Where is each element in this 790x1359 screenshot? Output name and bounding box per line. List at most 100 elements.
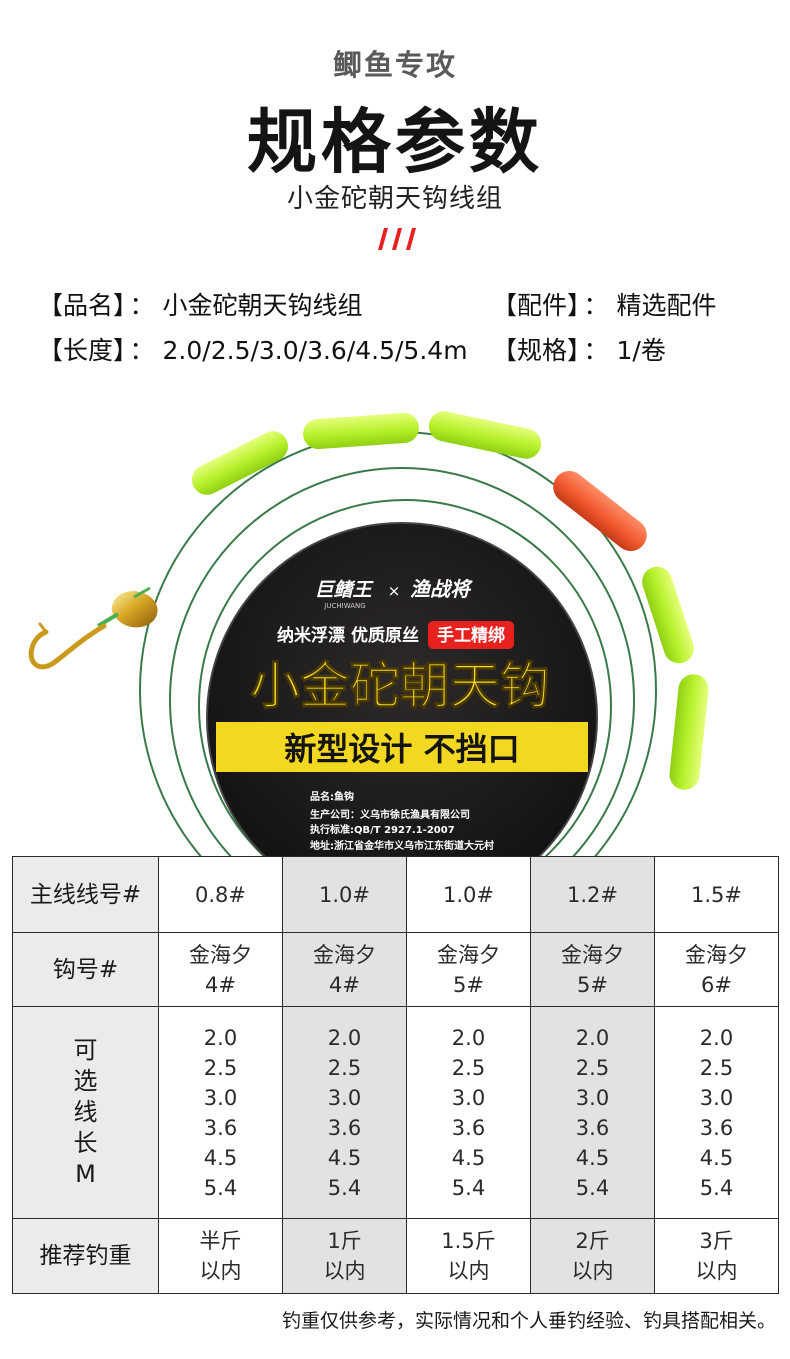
length-value: 3.6 xyxy=(699,1115,734,1140)
row-label-length-cell: 可选线长M xyxy=(12,1006,159,1219)
length-value: 4.5 xyxy=(451,1145,486,1170)
length-value: 3.0 xyxy=(699,1085,734,1110)
length-value: 3.6 xyxy=(203,1115,238,1140)
weight-unit: 以内 xyxy=(447,1259,490,1283)
handmade-badge: 手工精绑 xyxy=(437,625,505,646)
hook-cell: 金海夕 4# xyxy=(282,932,407,1007)
hook-name: 金海夕 xyxy=(437,942,500,967)
weight-amount: 1斤 xyxy=(327,1229,362,1253)
length-value: 5.4 xyxy=(575,1175,610,1200)
hook-name: 金海夕 xyxy=(313,942,376,967)
length-value: 3.6 xyxy=(451,1115,486,1140)
feature-text: 纳米浮漂 优质原丝 xyxy=(277,625,419,646)
row-label-line: 主线线号# xyxy=(12,856,159,933)
spec-product-name-value: 小金砣朝天钩线组 xyxy=(162,291,363,320)
hook-cell: 金海夕 5# xyxy=(406,932,531,1007)
decorative-slashes-icon xyxy=(378,228,416,250)
weight-amount: 2斤 xyxy=(575,1229,610,1253)
hook-size: 4# xyxy=(205,972,236,997)
spec-table: 主线线号# 0.8# 1.0# 1.0# 1.2# 1.5# 钩号# 金海夕 4#… xyxy=(12,856,779,1294)
line-number-cell: 1.2# xyxy=(530,856,655,933)
weight-cell: 3斤以内 xyxy=(654,1218,779,1294)
footnote: 钓重仅供参考，实际情况和个人垂钓经验、钓具搭配相关。 xyxy=(281,1310,776,1332)
weight-cell: 1斤以内 xyxy=(282,1218,407,1294)
table-row: 可选线长M 2.0 2.5 3.0 3.6 4.5 5.4 2.0 2.5 3.0 3.6 4.5… xyxy=(12,1006,779,1219)
length-value: 4.5 xyxy=(203,1145,238,1170)
length-value: 5.4 xyxy=(327,1175,362,1200)
weight-unit: 以内 xyxy=(323,1259,366,1283)
spec-parts-value: 精选配件 xyxy=(616,291,717,320)
length-value: 5.4 xyxy=(451,1175,486,1200)
hook-size: 6# xyxy=(701,972,732,997)
length-value: 3.0 xyxy=(451,1085,486,1110)
weight-cell: 半斤 以内 xyxy=(158,1218,283,1294)
hook-cell: 金海夕 6# xyxy=(654,932,779,1007)
weight-unit: 以内 xyxy=(199,1259,242,1283)
length-value: 2.5 xyxy=(575,1055,610,1080)
page-title: 规格参数 xyxy=(247,101,543,183)
weight-unit: 以内 xyxy=(695,1259,738,1283)
brand-logo-1-en: JUCHIWANG xyxy=(323,602,365,610)
weight-amount: 1.5斤 xyxy=(441,1229,496,1253)
length-value: 2.5 xyxy=(327,1055,362,1080)
hook-name: 金海夕 xyxy=(561,942,624,967)
spec-size-value: 1/卷 xyxy=(616,336,666,365)
length-value: 2.0 xyxy=(203,1025,238,1050)
line-number-cell: 1.5# xyxy=(654,856,779,933)
spec-length-label: 【长度】 xyxy=(38,336,126,365)
length-value: 2.5 xyxy=(203,1055,238,1080)
info-company: 生产公司：义乌市徐氏渔具有限公司 xyxy=(310,808,470,821)
weight-amount: 3斤 xyxy=(699,1229,734,1253)
length-value: 4.5 xyxy=(327,1145,362,1170)
row-label-hook: 钩号# xyxy=(12,932,159,1007)
weight-amount: 半斤 xyxy=(199,1229,242,1253)
hook-size: 4# xyxy=(329,972,360,997)
info-standard: 执行标准:QB/T 2927.1-2007 xyxy=(310,823,455,836)
info-address: 地址:浙江省金华市义乌市江东街道大元村 xyxy=(310,839,494,852)
length-value: 2.0 xyxy=(327,1025,362,1050)
hook-cell: 金海夕 4# xyxy=(158,932,283,1007)
spec-separator: ： xyxy=(129,291,155,320)
package-title: 小金砣朝天钩 xyxy=(250,657,550,715)
length-value: 3.6 xyxy=(327,1115,362,1140)
hook-name: 金海夕 xyxy=(189,942,252,967)
length-cell: 2.0 2.5 3.0 3.6 4.5 5.4 xyxy=(406,1006,531,1219)
package-slogan: 新型设计 不挡口 xyxy=(284,730,519,768)
length-value: 2.0 xyxy=(451,1025,486,1050)
length-value: 5.4 xyxy=(203,1175,238,1200)
spec-product-name-label: 【品名】 xyxy=(38,291,126,320)
table-row: 钩号# 金海夕 4# 金海夕 4# 金海夕 5# 金海夕 5# 金海夕 6# xyxy=(12,932,779,1007)
length-value: 3.6 xyxy=(575,1115,610,1140)
hook-size: 5# xyxy=(453,972,484,997)
spec-product-name: 【品名】：小金砣朝天钩线组 xyxy=(38,286,363,322)
table-row: 推荐钓重 半斤以内 1斤以内 1.5斤以内 2斤以内 3斤以内 xyxy=(12,1218,779,1294)
float-icon xyxy=(192,411,709,790)
spec-parts: 【配件】：精选配件 xyxy=(492,286,717,322)
length-value: 4.5 xyxy=(575,1145,610,1170)
spec-size-label: 【规格】 xyxy=(492,336,580,365)
sinker-icon xyxy=(96,586,158,628)
row-label-length: 可选线长M xyxy=(73,1036,98,1188)
length-cell: 2.0 2.5 3.0 3.6 4.5 5.4 xyxy=(530,1006,655,1219)
length-cell: 2.0 2.5 3.0 3.6 4.5 5.4 xyxy=(158,1006,283,1219)
hook-icon xyxy=(28,622,107,670)
length-value: 3.0 xyxy=(575,1085,610,1110)
product-illustration: 巨鳍王 JUCHIWANG × 渔战将 纳米浮漂 优质原丝 手工精绑 小金砣朝天… xyxy=(28,411,709,860)
length-value: 3.0 xyxy=(203,1085,238,1110)
spec-separator: ： xyxy=(129,336,155,365)
header-subtitle: 鲫鱼专攻 xyxy=(332,48,457,82)
spec-length-value: 2.0/2.5/3.0/3.6/4.5/5.4m xyxy=(162,336,468,365)
row-label-weight: 推荐钓重 xyxy=(12,1218,159,1294)
length-value: 2.5 xyxy=(699,1055,734,1080)
line-number-cell: 1.0# xyxy=(406,856,531,933)
spool: 巨鳍王 JUCHIWANG × 渔战将 纳米浮漂 优质原丝 手工精绑 小金砣朝天… xyxy=(206,522,598,856)
hook-size: 5# xyxy=(577,972,608,997)
weight-unit: 以内 xyxy=(571,1259,614,1283)
spec-length: 【长度】： 2.0/2.5/3.0/3.6/4.5/5.4m xyxy=(38,331,468,367)
length-value: 2.0 xyxy=(575,1025,610,1050)
length-cell: 2.0 2.5 3.0 3.6 4.5 5.4 xyxy=(282,1006,407,1219)
weight-cell: 1.5斤以内 xyxy=(406,1218,531,1294)
length-value: 4.5 xyxy=(699,1145,734,1170)
spec-size: 【规格】： 1/卷 xyxy=(492,331,666,367)
length-cell: 2.0 2.5 3.0 3.6 4.5 5.4 xyxy=(654,1006,779,1219)
